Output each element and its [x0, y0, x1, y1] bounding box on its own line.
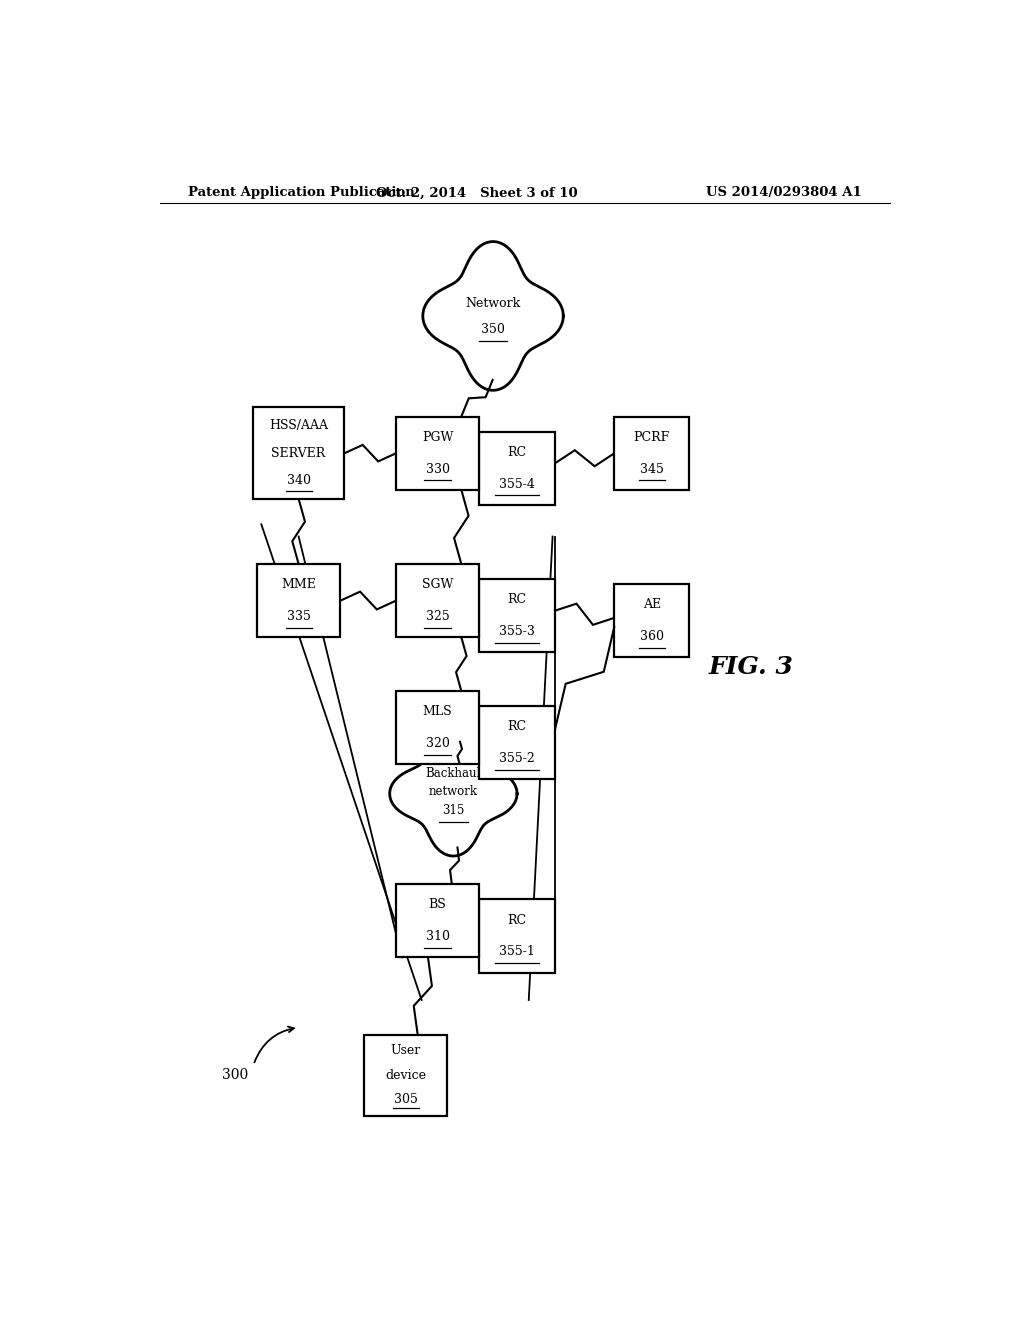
- Text: 320: 320: [426, 737, 450, 750]
- Text: 330: 330: [426, 462, 450, 475]
- Text: 350: 350: [481, 322, 505, 335]
- FancyBboxPatch shape: [479, 706, 555, 779]
- FancyBboxPatch shape: [479, 899, 555, 973]
- Text: Patent Application Publication: Patent Application Publication: [187, 186, 415, 199]
- FancyBboxPatch shape: [479, 579, 555, 652]
- Text: device: device: [385, 1069, 426, 1081]
- Text: 355-1: 355-1: [499, 945, 535, 958]
- FancyBboxPatch shape: [253, 408, 344, 499]
- Text: AE: AE: [643, 598, 660, 611]
- Text: 335: 335: [287, 610, 310, 623]
- Text: network: network: [429, 785, 478, 799]
- Text: User: User: [390, 1044, 421, 1057]
- Text: PGW: PGW: [422, 430, 454, 444]
- FancyBboxPatch shape: [396, 884, 479, 957]
- Text: Oct. 2, 2014   Sheet 3 of 10: Oct. 2, 2014 Sheet 3 of 10: [377, 186, 578, 199]
- Text: 345: 345: [640, 462, 664, 475]
- FancyBboxPatch shape: [396, 564, 479, 638]
- Text: 360: 360: [640, 630, 664, 643]
- FancyBboxPatch shape: [396, 690, 479, 764]
- Text: BS: BS: [429, 899, 446, 911]
- FancyBboxPatch shape: [396, 417, 479, 490]
- Polygon shape: [423, 242, 563, 391]
- Text: RC: RC: [507, 594, 526, 606]
- Text: MLS: MLS: [423, 705, 453, 718]
- Text: Backhaul: Backhaul: [426, 767, 481, 780]
- Text: RC: RC: [507, 913, 526, 927]
- Text: MME: MME: [282, 578, 316, 591]
- Text: RC: RC: [507, 721, 526, 734]
- Text: 315: 315: [442, 804, 465, 817]
- Text: SGW: SGW: [422, 578, 454, 591]
- Text: RC: RC: [507, 446, 526, 459]
- Text: FIG. 3: FIG. 3: [709, 655, 794, 678]
- FancyBboxPatch shape: [479, 432, 555, 506]
- FancyBboxPatch shape: [614, 417, 689, 490]
- Text: 355-3: 355-3: [499, 626, 535, 638]
- Text: 310: 310: [426, 931, 450, 942]
- Text: PCRF: PCRF: [634, 430, 670, 444]
- Text: HSS/AAA: HSS/AAA: [269, 418, 328, 432]
- Text: 325: 325: [426, 610, 450, 623]
- FancyBboxPatch shape: [614, 585, 689, 657]
- Text: Network: Network: [466, 297, 520, 310]
- FancyBboxPatch shape: [365, 1035, 447, 1115]
- Text: 300: 300: [222, 1068, 248, 1082]
- Polygon shape: [390, 731, 517, 855]
- Text: 340: 340: [287, 474, 310, 487]
- Text: SERVER: SERVER: [271, 446, 326, 459]
- Text: 355-4: 355-4: [499, 478, 535, 491]
- Text: 355-2: 355-2: [499, 752, 535, 766]
- Text: US 2014/0293804 A1: US 2014/0293804 A1: [707, 186, 862, 199]
- FancyBboxPatch shape: [257, 564, 340, 638]
- Text: 305: 305: [394, 1093, 418, 1106]
